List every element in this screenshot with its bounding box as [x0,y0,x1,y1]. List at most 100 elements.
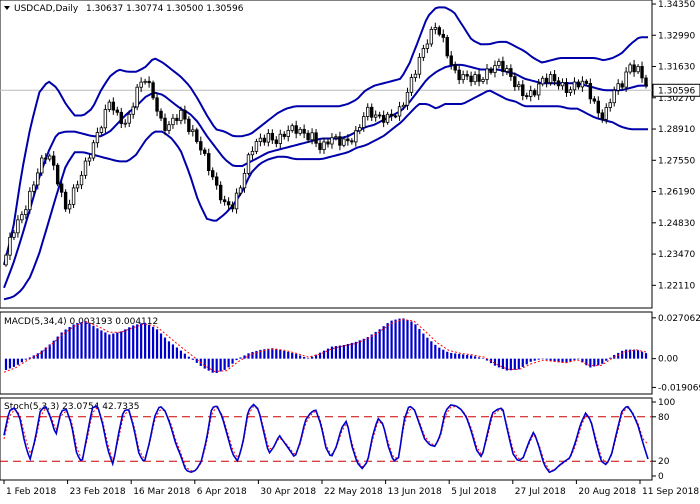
candle [485,63,489,85]
macd-bar [525,358,528,365]
macd-bar [203,358,206,369]
candle [564,78,569,97]
candle [433,22,438,35]
candle-body [640,66,644,79]
candle [250,146,255,160]
candle-body [564,82,569,93]
candle-body [600,112,604,120]
macd-bar [112,333,115,359]
macd-bar [76,323,79,359]
candle [509,64,513,81]
macd-bar [625,349,628,359]
candle [346,134,350,146]
price-axis-label: 1.30270 [658,94,695,104]
macd-bar [553,358,556,362]
candle [8,232,12,261]
candle [310,128,314,145]
macd-bar [410,321,413,359]
macd-bar [187,356,190,359]
candle-body [445,37,449,57]
candle [135,83,139,111]
ohlc-readout: 1.30637 1.30774 1.30500 1.30596 [86,4,244,14]
stoch-axis-label: 80 [658,413,670,423]
macd-bar [219,358,222,372]
candle [397,101,402,121]
candle [175,114,179,125]
candle [489,66,493,75]
candle-body [195,129,199,142]
stoch-axis-label: 20 [658,457,670,467]
macd-bar [132,325,135,359]
macd-bar [374,331,377,359]
candle-body [473,74,477,83]
candle [608,98,612,112]
candle-body [608,102,612,108]
candle-body [342,138,346,146]
macd-bar [318,352,322,359]
macd-bar [239,357,242,359]
macd-bar [275,348,278,359]
candle [16,215,20,238]
macd-bar [442,349,445,359]
candle-body [20,214,24,221]
candle [366,103,370,121]
candle [373,110,378,122]
macd-bar [521,358,524,367]
candle-body [79,174,84,186]
candle-body [230,204,235,210]
candle-body [373,114,378,118]
candle [370,103,374,122]
macd-bar [450,352,453,359]
candle [63,189,68,212]
candle [536,78,541,100]
candle [636,64,640,75]
candle [159,108,163,122]
macd-bar [140,323,143,359]
candle-body [278,133,282,144]
candle-body [4,254,8,266]
macd-bar [8,358,12,369]
candle-body [544,77,549,83]
candle-body [525,95,529,98]
candle [616,79,620,95]
macd-bar [334,346,338,359]
candle-body [477,74,481,82]
macd-bar [20,358,23,363]
candle [393,113,398,119]
candle-body [413,73,418,78]
macd-bar [644,353,648,359]
candle-body [48,155,52,160]
candle-body [481,79,485,82]
candle [572,77,577,95]
candle-body [501,60,505,72]
candle [429,26,434,47]
candle-body [441,33,445,38]
macd-bar [609,357,612,359]
macd-bar [481,358,485,359]
macd-bar [434,344,437,359]
macd-bar [430,341,433,359]
macd-title: MACD(5,34,4) 0.003193 0.004112 [4,317,158,327]
candle-body [83,160,88,176]
candle-body [334,136,338,139]
candle [199,136,203,155]
candle-body [250,150,255,156]
candle [354,125,358,147]
candle-body [199,141,203,151]
candle-body [417,56,422,75]
candle [258,133,263,147]
macd-bar [537,358,540,360]
candle-body [87,157,92,162]
candle [28,187,32,214]
macd-bar [159,333,163,359]
macd-bar [529,358,532,362]
macd-bar [28,357,31,359]
candle [505,64,509,76]
candle-body [63,191,68,210]
macd-bar [366,337,369,359]
candle [111,97,116,115]
price-axis-label: 1.24830 [658,219,695,229]
macd-bar [621,350,624,359]
macd-bar [72,324,75,359]
macd-bar [338,345,342,359]
